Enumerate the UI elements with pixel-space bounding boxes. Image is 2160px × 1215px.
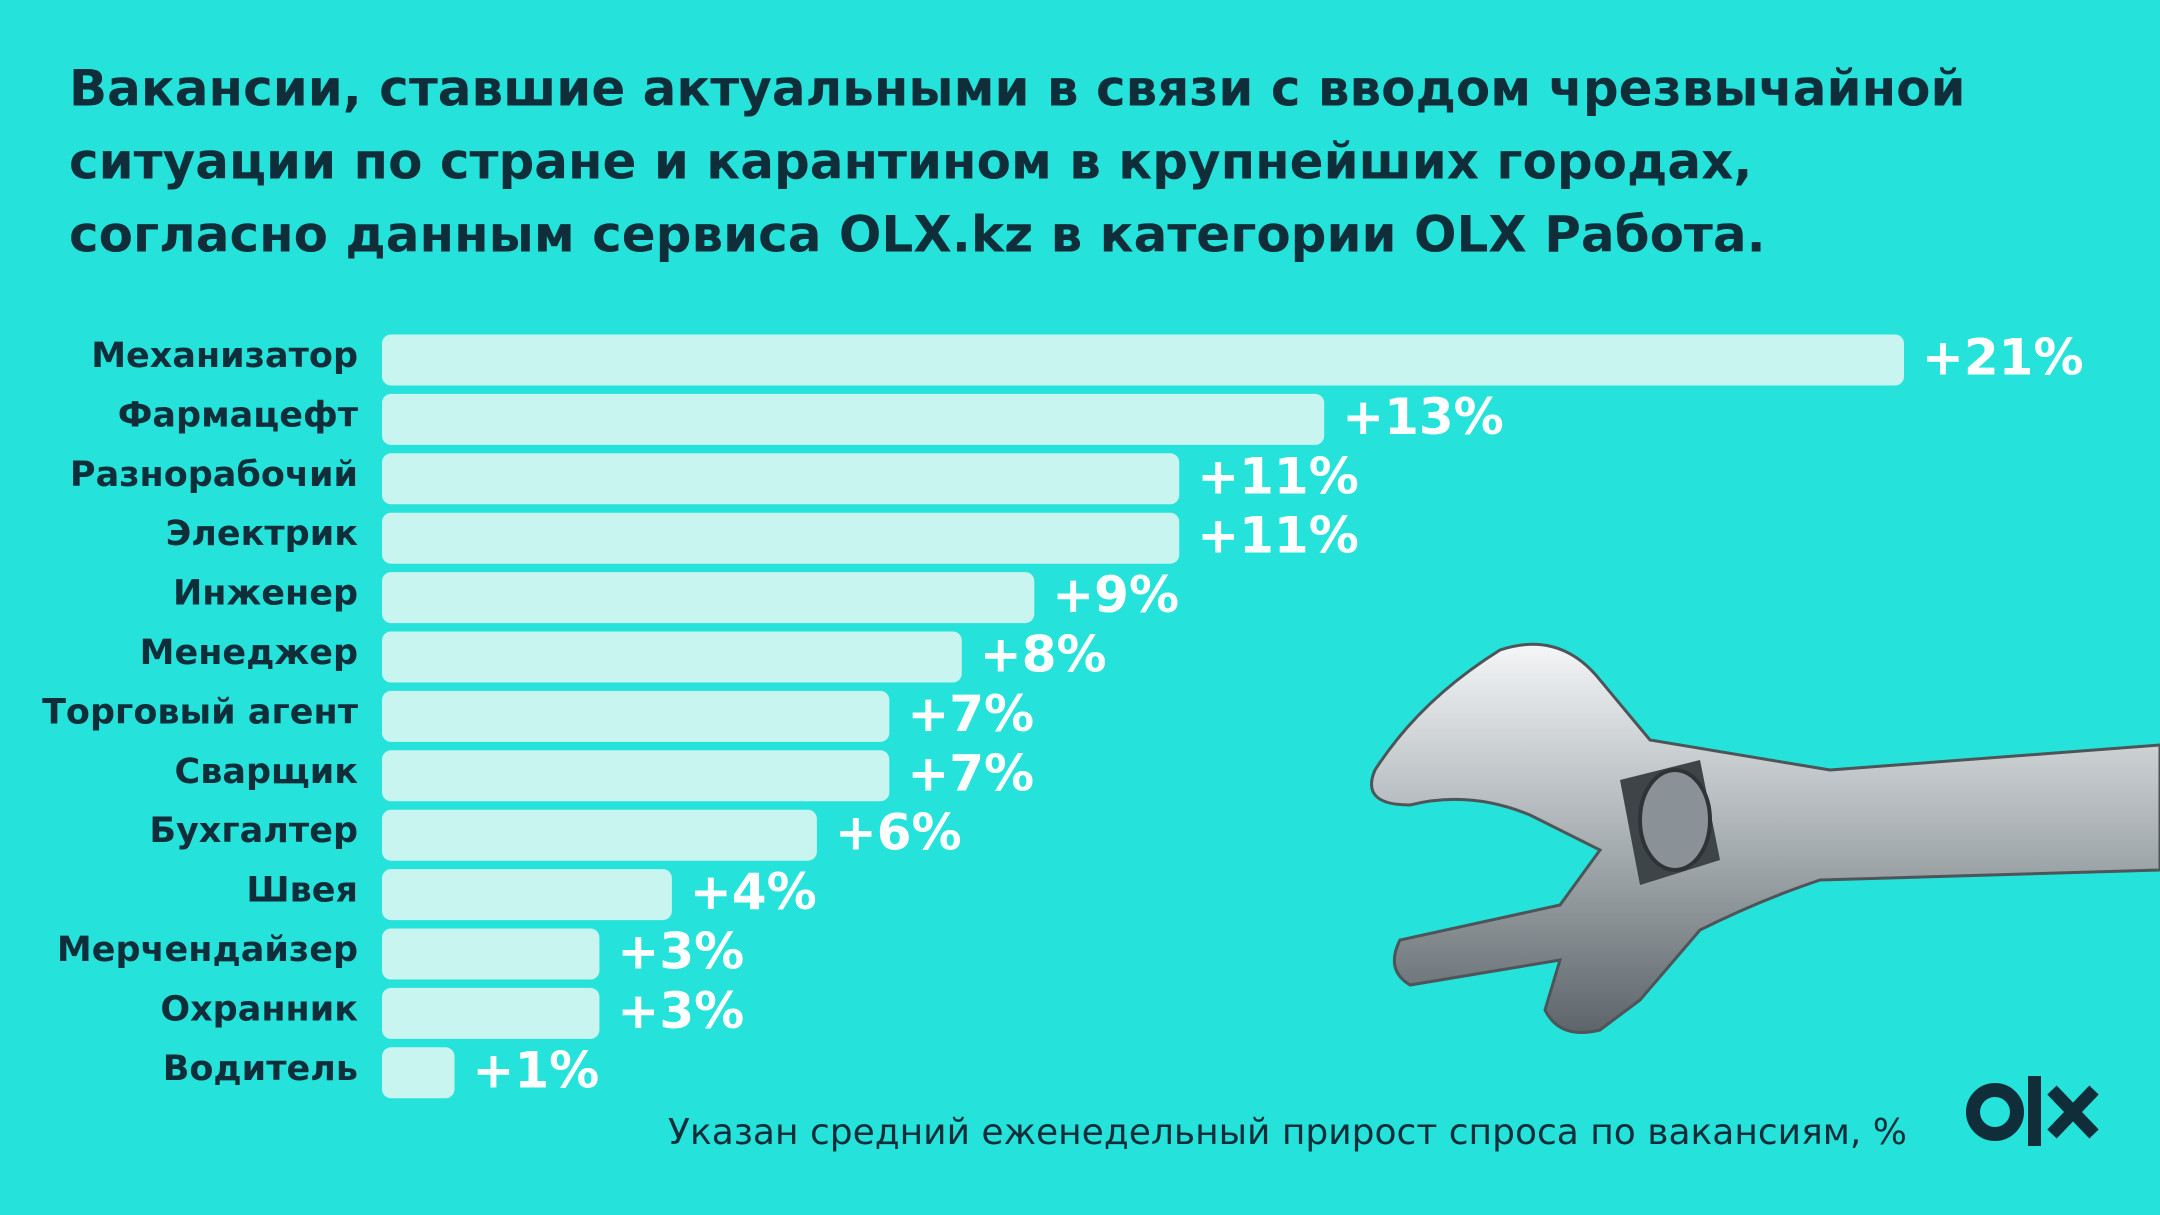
footnote: Указан средний еженедельный прирост спро… (668, 1112, 1907, 1153)
bar (382, 572, 1035, 624)
category-label: Менеджер (140, 633, 358, 673)
value-label: +13% (1342, 388, 1504, 446)
value-label: +8% (980, 626, 1107, 684)
value-label: +11% (1197, 507, 1359, 565)
bar (382, 869, 672, 921)
bar (382, 512, 1180, 564)
value-label: +3% (617, 923, 744, 981)
bar (382, 750, 890, 802)
value-label: +6% (835, 804, 962, 862)
category-label: Разнорабочий (70, 455, 358, 495)
category-label: Инженер (173, 574, 358, 614)
bar (382, 928, 600, 980)
value-label: +7% (907, 744, 1034, 802)
chart-title: ситуации по стране и карантином в крупне… (69, 133, 1752, 191)
value-label: +3% (617, 982, 744, 1040)
category-label: Электрик (166, 514, 359, 554)
value-label: +4% (690, 863, 817, 921)
bar (382, 1047, 455, 1099)
bar (382, 987, 600, 1039)
wrench (1370, 642, 2160, 1034)
category-label: Сварщик (175, 752, 359, 792)
value-label: +21% (1922, 329, 2084, 387)
bar (382, 631, 962, 683)
bar (382, 453, 1180, 505)
bar (382, 690, 890, 742)
value-label: +1% (472, 1041, 599, 1099)
bar (382, 809, 817, 861)
bar (382, 334, 1904, 386)
category-label: Механизатор (91, 336, 358, 376)
category-label: Водитель (163, 1049, 358, 1089)
category-label: Мерчендайзер (57, 930, 358, 970)
chart-title: Вакансии, ставшие актуальными в связи с … (69, 60, 1966, 118)
bar (382, 393, 1325, 445)
category-label: Охранник (160, 989, 358, 1029)
category-label: Швея (246, 871, 358, 911)
category-label: Торговый агент (42, 692, 359, 732)
value-label: +11% (1197, 447, 1359, 505)
value-label: +9% (1052, 566, 1179, 624)
category-label: Бухгалтер (149, 811, 358, 851)
value-label: +7% (907, 685, 1034, 743)
category-label: Фармацефт (118, 395, 359, 435)
chart-title: согласно данным сервиса OLX.kz в категор… (69, 206, 1766, 264)
logo (1966, 1076, 2099, 1146)
